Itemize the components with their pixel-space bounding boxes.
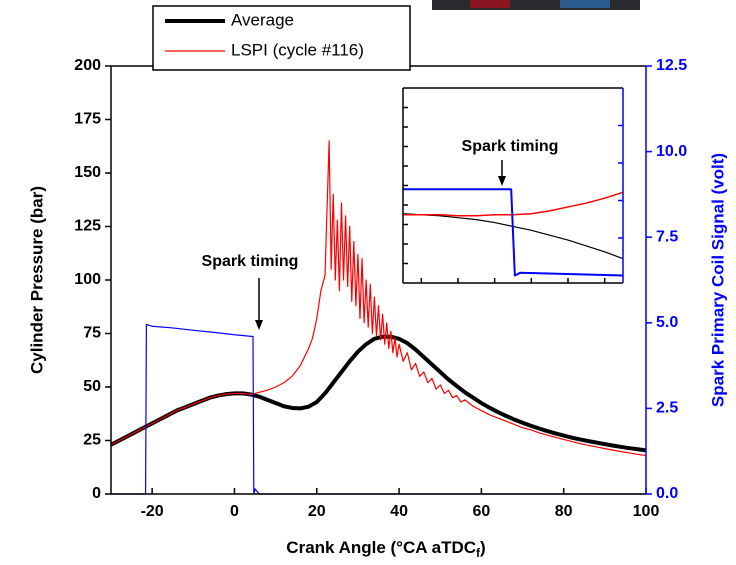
y-tick-label: 125	[74, 218, 101, 235]
y2-tick-label: 0.0	[656, 485, 678, 502]
y-tick-label: 75	[83, 325, 101, 342]
photo-fragment	[560, 0, 610, 8]
y-tick-label: 50	[83, 378, 101, 395]
x-tick-label: 100	[633, 503, 660, 520]
annotation: Spark timing	[462, 138, 559, 155]
y-tick-label: 175	[74, 111, 101, 128]
x-tick-label: -20	[141, 503, 164, 520]
y-tick-label: 200	[74, 57, 101, 74]
legend-label: LSPI (cycle #116)	[231, 40, 364, 59]
y-axis-label: Cylinder Pressure (bar)	[27, 186, 46, 374]
x-tick-label: 40	[390, 503, 408, 520]
y2-tick-label: 5.0	[656, 314, 678, 331]
annotation: Spark timing	[202, 253, 299, 270]
y2-tick-label: 2.5	[656, 400, 678, 417]
photo-fragment	[432, 0, 640, 10]
y2-tick-label: 10.0	[656, 143, 687, 160]
series-line	[110, 334, 647, 453]
series-line	[403, 188, 624, 277]
y2-axis-label: Spark Primary Coil Signal (volt)	[708, 153, 727, 407]
annotation-arrowhead	[498, 176, 506, 186]
series-line	[111, 323, 646, 495]
y-tick-label: 0	[92, 485, 101, 502]
x-tick-label: 0	[230, 503, 239, 520]
x-tick-label: 80	[555, 503, 573, 520]
annotation-arrowhead	[255, 320, 263, 330]
legend-box	[152, 5, 411, 71]
x-tick-label: 60	[472, 503, 490, 520]
x-axis-label: Crank Angle (°CA aTDCf)	[286, 538, 485, 560]
y-tick-label: 100	[74, 271, 101, 288]
x-tick-label: 20	[308, 503, 326, 520]
y2-tick-label: 12.5	[656, 57, 687, 74]
y-tick-label: 150	[74, 164, 101, 181]
photo-fragment	[470, 0, 510, 8]
y-tick-label: 25	[83, 432, 101, 449]
series-line	[110, 140, 647, 457]
legend-label: Average	[231, 10, 294, 29]
y2-tick-label: 7.5	[656, 228, 678, 245]
